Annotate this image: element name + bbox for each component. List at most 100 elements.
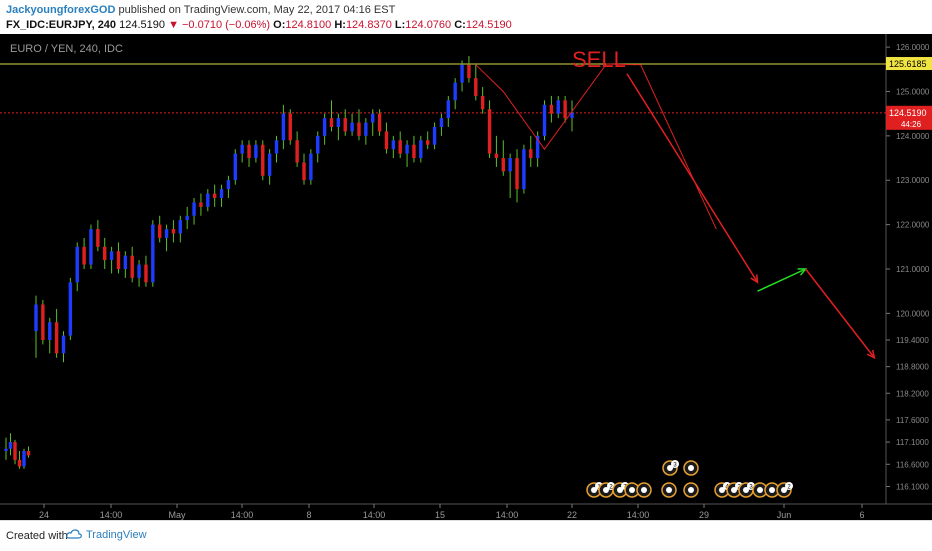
sell-arrow-2 xyxy=(805,268,875,359)
event-icon-dot xyxy=(591,487,597,493)
candle-up xyxy=(137,264,141,278)
candle-up xyxy=(22,450,26,467)
event-icon-dot xyxy=(629,487,635,493)
economic-event-icon[interactable] xyxy=(683,482,699,498)
event-icons[interactable]: 12742323 xyxy=(586,460,793,498)
close-value: 124.5190 xyxy=(465,19,512,31)
candle-down xyxy=(116,251,121,269)
bar-countdown: 44:26 xyxy=(901,120,922,129)
candle-up xyxy=(364,122,368,136)
candle-down xyxy=(96,229,100,247)
event-icon-dot xyxy=(731,487,737,493)
candle-down xyxy=(515,158,519,190)
author-link[interactable]: JackyoungforexGOD xyxy=(6,4,116,16)
price-tick-label: 118.2000 xyxy=(896,389,929,398)
candle-down xyxy=(302,162,306,181)
price-tick-label: 123.0000 xyxy=(896,176,930,185)
current-price-label: 124.5190 xyxy=(889,108,927,118)
price-tick-label: 117.6000 xyxy=(896,416,929,425)
time-tick-label: 29 xyxy=(699,510,709,520)
economic-event-icon[interactable]: 2 xyxy=(598,482,615,498)
candle-down xyxy=(343,118,347,132)
economic-event-icon[interactable]: 3 xyxy=(662,460,679,476)
high-value: 124.8370 xyxy=(345,19,392,31)
candle-down xyxy=(171,229,176,234)
candle-up xyxy=(309,153,313,181)
time-tick-label: 14:00 xyxy=(231,510,254,520)
candle-up xyxy=(219,189,224,198)
candle-down xyxy=(130,255,134,278)
candle-down xyxy=(199,202,203,207)
price-tick-label: 117.1000 xyxy=(896,438,929,447)
event-icon-dot xyxy=(719,487,725,493)
candle-down xyxy=(425,140,430,145)
time-tick-label: 14:00 xyxy=(363,510,386,520)
event-icon-dot xyxy=(757,487,763,493)
time-tick-label: May xyxy=(168,510,186,520)
candle-up xyxy=(109,251,114,261)
drawings xyxy=(475,63,876,360)
candle-down xyxy=(357,122,361,136)
sell-arrow-1-head xyxy=(750,274,759,284)
price-axis: 126.0000 125.0000 124.0000 123.0000 122.0000… xyxy=(886,43,930,491)
candle-up xyxy=(151,224,155,283)
tradingview-brand-link[interactable]: TradingView xyxy=(86,529,147,541)
candle-up xyxy=(281,113,286,141)
candle-up xyxy=(4,448,8,451)
candle-down xyxy=(17,459,22,467)
candle-up xyxy=(89,229,93,265)
pullback-arrow xyxy=(757,268,806,292)
candle-up xyxy=(316,135,320,154)
candle-down xyxy=(144,264,148,283)
candle-down xyxy=(41,304,45,341)
candle-up xyxy=(460,64,464,83)
candle-up xyxy=(206,193,210,207)
candle-up xyxy=(233,153,237,181)
price-tick-label: 122.0000 xyxy=(896,221,930,230)
low-value: 124.0760 xyxy=(405,19,452,31)
candle-down xyxy=(377,113,382,132)
price-tick-label: 124.0000 xyxy=(896,132,930,141)
price-levels: 125.6185 124.5190 44:26 xyxy=(0,57,932,130)
candle-down xyxy=(26,450,31,456)
candle-up xyxy=(336,118,341,127)
candle-down xyxy=(13,442,17,460)
economic-event-icon[interactable] xyxy=(764,482,780,498)
economic-event-icon[interactable] xyxy=(661,482,677,498)
candle-up xyxy=(453,82,457,101)
event-icon-dot xyxy=(688,487,694,493)
event-count-label: 3 xyxy=(749,485,753,491)
candle-up xyxy=(405,144,409,154)
event-icon-dot xyxy=(667,465,673,471)
candle-down xyxy=(549,104,554,114)
event-icon-dot xyxy=(781,487,787,493)
sell-arrow-2-head xyxy=(866,349,876,360)
candle-down xyxy=(329,118,334,127)
economic-event-icon[interactable] xyxy=(683,460,699,476)
event-count-label: 2 xyxy=(787,485,791,491)
time-tick-label: 8 xyxy=(306,510,311,520)
publish-line: JackyoungforexGOD published on TradingVi… xyxy=(6,4,395,16)
time-tick-label: 15 xyxy=(435,510,445,520)
candle-up xyxy=(240,144,244,154)
event-icon-dot xyxy=(769,487,775,493)
price-tick-label: 119.4000 xyxy=(896,336,929,345)
economic-event-icon[interactable]: 2 xyxy=(776,482,793,498)
candle-down xyxy=(412,144,416,159)
close-label: C: xyxy=(454,19,466,31)
candle-up xyxy=(322,118,327,136)
economic-event-icon[interactable] xyxy=(636,482,652,498)
chart-background xyxy=(0,34,932,520)
symbol-label: FX_IDC:EURJPY, 240 xyxy=(6,19,117,31)
candle-up xyxy=(254,144,258,159)
candle-up xyxy=(8,442,13,449)
time-axis: 24 14:00 May 14:00 8 14:00 15 14:00 22 14:00 29 Jun… xyxy=(39,504,865,520)
time-tick-label: 24 xyxy=(39,510,49,520)
candle-down xyxy=(474,78,478,96)
candle-up xyxy=(446,100,451,119)
candle-up xyxy=(419,140,423,159)
low-label: L: xyxy=(394,19,406,31)
candle-down xyxy=(467,64,471,79)
candlestick-chart[interactable]: EURO / YEN, 240, IDC 126.0000 125.0000 124… xyxy=(0,34,932,520)
candle-down xyxy=(157,224,162,238)
